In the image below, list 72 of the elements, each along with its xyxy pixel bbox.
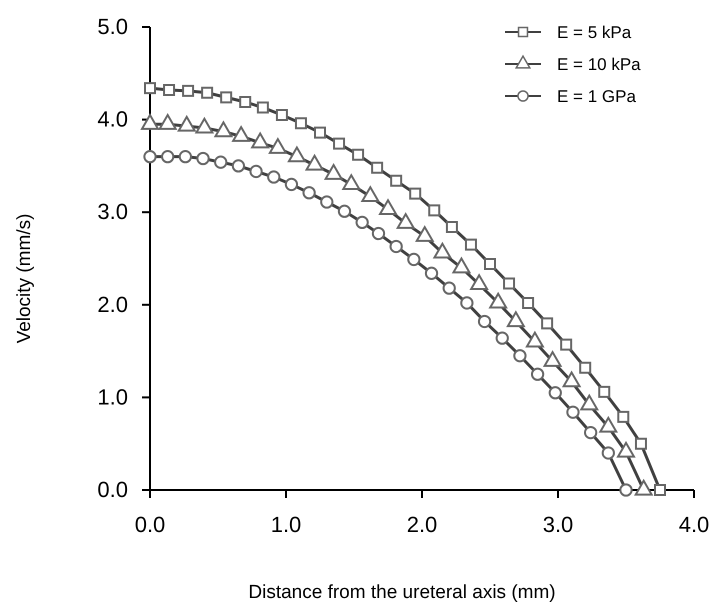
- y-tick-label: 3.0: [97, 199, 128, 224]
- point: [530, 368, 544, 381]
- point: [634, 438, 647, 450]
- legend-label: E = 1 GPa: [557, 87, 636, 106]
- point: [294, 117, 307, 130]
- y-tick-label: 1.0: [97, 384, 128, 410]
- point: [464, 238, 477, 251]
- point: [560, 338, 572, 351]
- point: [496, 332, 509, 345]
- point: [143, 150, 157, 164]
- point: [584, 426, 598, 440]
- point: [356, 216, 369, 230]
- point: [428, 204, 440, 216]
- point: [390, 174, 402, 187]
- point: [424, 266, 438, 280]
- legend-label: E = 10 kPa: [557, 55, 642, 74]
- x-tick-label: 4.0: [678, 512, 710, 537]
- point: [214, 156, 228, 169]
- point: [478, 314, 492, 328]
- point: [372, 226, 386, 240]
- point: [407, 252, 420, 266]
- point: [232, 159, 246, 173]
- x-tick-label: 1.0: [270, 512, 302, 537]
- point: [460, 296, 474, 310]
- point: [144, 82, 156, 94]
- point: [163, 84, 176, 96]
- point: [220, 91, 232, 104]
- point: [619, 483, 633, 497]
- point: [249, 164, 263, 178]
- point: [579, 362, 592, 374]
- point: [267, 170, 280, 184]
- point: [276, 108, 288, 121]
- point: [182, 84, 194, 97]
- point: [617, 410, 630, 423]
- point: [513, 349, 527, 362]
- point: [522, 296, 534, 309]
- point: [484, 258, 496, 270]
- point: [284, 178, 298, 192]
- point: [201, 86, 214, 99]
- x-tick-label: 3.0: [542, 512, 574, 537]
- point: [598, 386, 610, 398]
- y-tick-label: 0.0: [97, 477, 128, 502]
- point: [371, 162, 384, 174]
- point: [409, 188, 422, 200]
- point: [178, 150, 192, 164]
- point: [442, 282, 456, 295]
- point: [333, 138, 346, 150]
- point: [654, 484, 666, 496]
- point: [602, 446, 615, 460]
- point: [161, 150, 174, 164]
- point: [503, 278, 516, 290]
- point: [320, 195, 334, 209]
- point: [548, 386, 562, 400]
- point: [566, 406, 580, 419]
- x-tick-label: 0.0: [134, 512, 166, 537]
- point: [314, 126, 326, 139]
- point: [338, 204, 352, 218]
- y-axis-title: Velocity (mm/s): [14, 214, 35, 344]
- point: [196, 152, 210, 166]
- y-tick-label: 4.0: [97, 106, 128, 132]
- point: [390, 240, 403, 254]
- point: [239, 96, 252, 108]
- point: [352, 148, 364, 161]
- point: [302, 186, 316, 200]
- y-tick-label: 5.0: [97, 14, 128, 40]
- legend-label: E = 5 kPa: [557, 23, 632, 42]
- y-tick-label: 2.0: [97, 292, 128, 317]
- x-axis-title: Distance from the ureteral axis (mm): [248, 582, 556, 603]
- point: [256, 102, 269, 114]
- point: [541, 317, 554, 330]
- point: [446, 221, 458, 234]
- x-tick-label: 2.0: [406, 512, 438, 537]
